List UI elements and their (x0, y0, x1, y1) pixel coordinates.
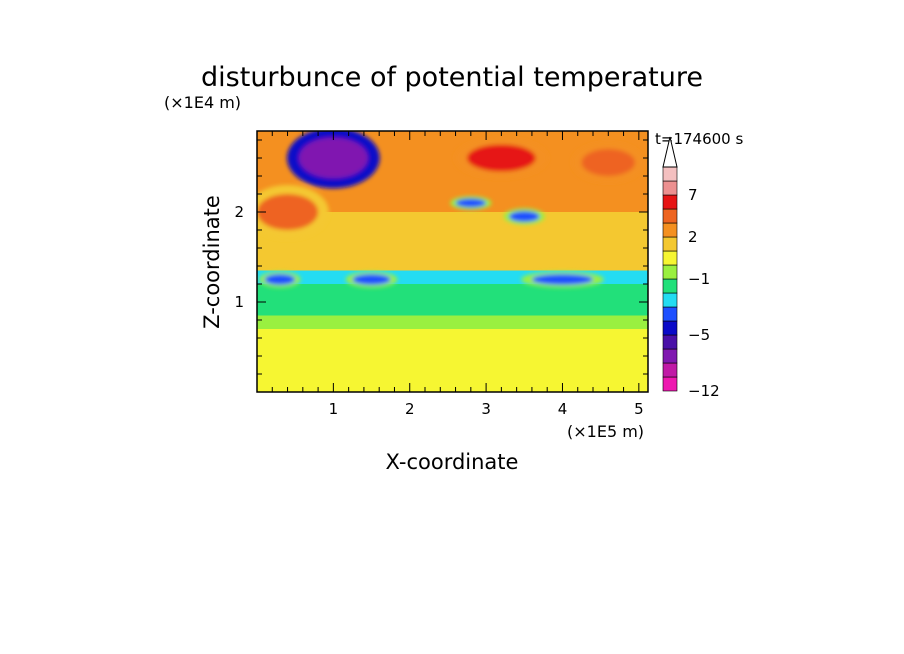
y-unit-label: (×1E4 m) (164, 93, 241, 112)
x-axis: 1 2 3 4 5 (271, 131, 644, 418)
field-feature-8 (531, 274, 594, 285)
colorbar: −12−5−127 (662, 136, 720, 400)
x-tick-label: 1 (329, 400, 339, 418)
y-axis: 12 (234, 139, 648, 375)
field-feature-4 (455, 198, 487, 208)
colorbar-extend-arrow (662, 136, 678, 168)
field-feature-7 (352, 274, 391, 285)
field-band-0 (257, 329, 648, 392)
field-band-3 (257, 284, 648, 298)
colorbar-label: 2 (688, 228, 698, 246)
field-band-1 (257, 315, 648, 329)
colorbar-label: −1 (688, 270, 710, 288)
colorbar-segment-2 (662, 348, 678, 364)
field-feature-3 (257, 194, 319, 230)
x-axis-label: X-coordinate (386, 450, 519, 474)
field-feature-5 (509, 211, 540, 222)
colorbar-segment-0 (662, 376, 678, 392)
chart-title: disturbunce of potential temperature (201, 62, 703, 93)
colorbar-segment-9 (662, 250, 678, 266)
colorbar-segment-12 (662, 208, 678, 224)
field-band-2 (257, 297, 648, 316)
colorbar-label: 7 (688, 186, 698, 204)
x-tick-label: 4 (558, 400, 568, 418)
colorbar-segment-5 (662, 306, 678, 322)
field-feature-6 (264, 274, 296, 285)
colorbar-segment-13 (662, 194, 678, 210)
x-tick-label: 5 (634, 400, 644, 418)
colorbar-label: −12 (688, 382, 720, 400)
colorbar-segment-4 (662, 320, 678, 336)
colorbar-segment-15 (662, 166, 678, 182)
field-feature-2 (581, 149, 636, 176)
field-feature-1 (467, 144, 536, 172)
x-tick-label: 2 (405, 400, 415, 418)
field-feature-0 (299, 137, 368, 179)
colorbar-label: −5 (688, 326, 710, 344)
field-features (257, 131, 645, 288)
heatmap-field (257, 131, 648, 392)
y-tick-label: 2 (234, 203, 244, 221)
time-label: t=174600 s (655, 130, 743, 148)
colorbar-segment-10 (662, 236, 678, 252)
x-unit-label: (×1E5 m) (567, 422, 644, 441)
y-tick-label: 1 (234, 293, 244, 311)
y-axis-label: Z-coordinate (200, 195, 224, 329)
x-tick-label: 3 (481, 400, 491, 418)
plot-frame (256, 130, 649, 393)
colorbar-segment-8 (662, 264, 678, 280)
colorbar-segment-7 (662, 278, 678, 294)
colorbar-segment-11 (662, 222, 678, 238)
colorbar-segment-3 (662, 334, 678, 350)
colorbar-segment-6 (662, 292, 678, 308)
colorbar-segment-1 (662, 362, 678, 378)
colorbar-segment-14 (662, 180, 678, 196)
